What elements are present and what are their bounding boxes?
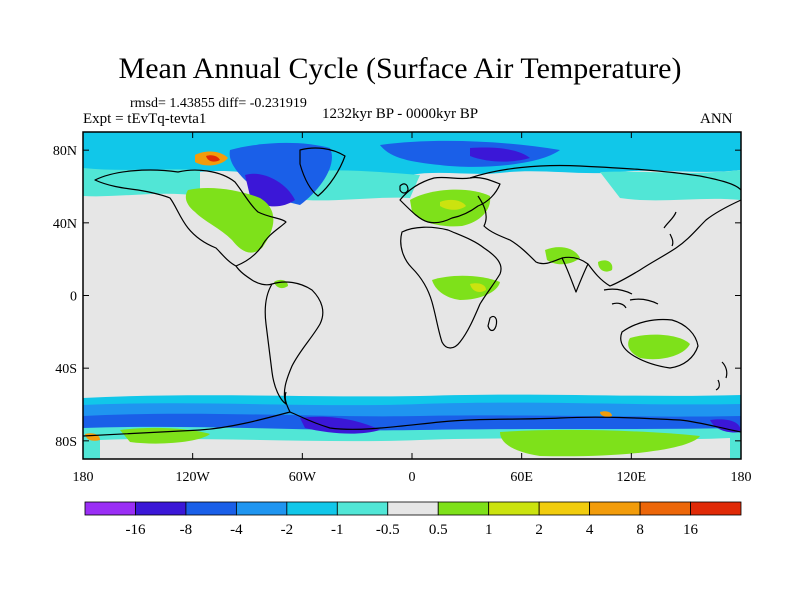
colorbar-swatch xyxy=(84,501,136,516)
colorbar-swatch xyxy=(235,501,288,516)
colorbar-swatch xyxy=(336,501,389,516)
map-area xyxy=(82,131,742,460)
colorbar-label: 16 xyxy=(683,522,699,538)
north-atlantic-band xyxy=(300,170,420,201)
coast-madagascar xyxy=(487,315,498,332)
colorbar-label: -2 xyxy=(281,522,294,538)
season-label: ANN xyxy=(700,111,733,127)
coast-antarctic-peninsula xyxy=(284,391,291,413)
coast-central-america xyxy=(235,265,273,286)
x-tick-label: 60E xyxy=(510,470,533,485)
colorbar-label: -1 xyxy=(331,522,344,538)
coast-uk xyxy=(399,183,409,194)
colorbar-label: 1 xyxy=(485,522,493,538)
colorbar-label: 2 xyxy=(535,522,543,538)
y-axis: 80N 40N 0 40S 80S xyxy=(53,144,741,450)
y-tick-label: 80N xyxy=(53,144,77,159)
colorbar-swatch xyxy=(488,501,540,516)
y-tick-label: 80S xyxy=(55,435,77,450)
colorbar-label: 0.5 xyxy=(429,522,448,538)
colorbar-swatch xyxy=(135,501,187,516)
experiment-label: Expt = tEvTq-tevta1 xyxy=(83,111,207,127)
coast-south-america xyxy=(264,281,324,405)
colorbar-swatch xyxy=(589,501,641,516)
colorbar-label: -0.5 xyxy=(376,522,400,538)
anomaly-patches xyxy=(83,132,741,459)
coastlines xyxy=(83,147,741,437)
coast-europe xyxy=(399,176,501,224)
colorbar: -16 -8 -4 -2 -1 -0.5 0.5 1 2 4 8 16 xyxy=(84,501,742,538)
diff-value: -0.231919 xyxy=(249,96,307,111)
x-tick-label: 60W xyxy=(289,470,317,485)
colorbar-swatch xyxy=(538,501,591,516)
antarctica-warm-west xyxy=(120,427,210,444)
colorbar-label: 4 xyxy=(586,522,594,538)
colorbar-label: -4 xyxy=(230,522,243,538)
rmsd-label: rmsd= xyxy=(130,96,166,111)
x-tick-label: 0 xyxy=(409,470,416,485)
colorbar-label: 8 xyxy=(636,522,644,538)
arctic-light-band xyxy=(83,168,200,197)
colorbar-swatch xyxy=(387,501,439,516)
north-pacific-band xyxy=(600,170,741,201)
greenland-cold xyxy=(229,142,332,205)
period-label: 1232kyr BP - 0000kyr BP xyxy=(322,106,479,122)
x-tick-label: 120W xyxy=(176,470,211,485)
colorbar-label: -8 xyxy=(180,522,193,538)
coast-greenland xyxy=(299,147,346,197)
colorbar-swatch xyxy=(185,501,237,516)
colorbar-swatch xyxy=(286,501,338,516)
africa-yellow xyxy=(470,283,486,292)
east-asia-warm xyxy=(545,247,580,265)
south-asia-warm xyxy=(598,260,613,272)
coast-japan xyxy=(663,211,677,247)
y-tick-label: 0 xyxy=(70,290,77,305)
coast-north-america xyxy=(94,169,287,267)
australia-warm xyxy=(628,334,690,360)
coast-new-zealand xyxy=(715,361,728,391)
ross-cold xyxy=(710,419,741,433)
europe-yellow xyxy=(440,199,466,210)
antarctica-warm-interior xyxy=(500,429,700,457)
colorbar-label: -16 xyxy=(125,522,145,538)
coast-india xyxy=(561,257,589,293)
x-tick-label: 120E xyxy=(617,470,647,485)
coast-africa xyxy=(400,226,502,349)
y-tick-label: 40S xyxy=(55,362,77,377)
rmsd-diff-stats: rmsd= 1.43855 diff= -0.231919 xyxy=(130,96,307,112)
africa-warm xyxy=(432,275,500,300)
x-tick-label: 180 xyxy=(73,470,94,485)
antarctic-warm-spot xyxy=(600,411,612,417)
y-tick-label: 40N xyxy=(53,217,77,232)
x-tick-label: 180 xyxy=(731,470,752,485)
rmsd-value: 1.43855 xyxy=(169,96,215,111)
coast-antarctica xyxy=(83,411,741,437)
chart-title: Mean Annual Cycle (Surface Air Temperatu… xyxy=(118,52,682,85)
coast-australia xyxy=(620,318,699,369)
colorbar-swatch xyxy=(690,501,742,516)
colorbar-swatch xyxy=(437,501,490,516)
coast-indonesia xyxy=(603,288,659,309)
x-axis: 180 120W 60W 0 60E 120E 180 xyxy=(73,132,752,485)
diff-label: diff= xyxy=(218,96,247,111)
colorbar-swatch xyxy=(639,501,691,516)
arctic-warm-core xyxy=(206,155,220,162)
siberia-deep-cold xyxy=(470,147,530,162)
